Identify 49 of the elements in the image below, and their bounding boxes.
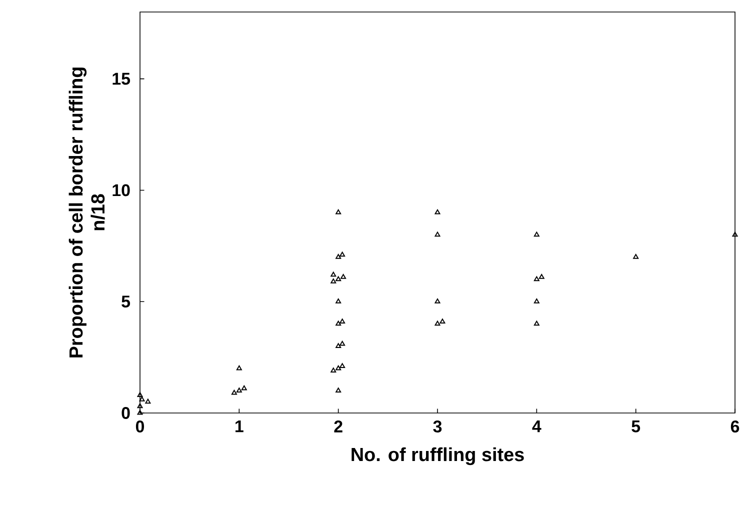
x-tick-label: 6 <box>730 420 740 433</box>
point <box>145 398 151 404</box>
x-tick-label: 5 <box>632 420 640 432</box>
point <box>336 320 342 326</box>
point <box>434 209 440 214</box>
point <box>633 254 639 259</box>
point <box>434 320 440 326</box>
point <box>236 365 242 370</box>
point <box>336 254 342 259</box>
point <box>340 274 346 279</box>
point <box>534 320 540 326</box>
point <box>336 298 342 304</box>
x-tick-label: 1 <box>236 420 244 432</box>
point <box>336 365 342 370</box>
point <box>534 232 540 237</box>
x-tick-label: 0 <box>136 420 144 433</box>
point <box>139 396 145 402</box>
point <box>538 274 544 279</box>
point <box>236 388 242 393</box>
point <box>340 363 346 368</box>
point <box>440 318 446 324</box>
point <box>336 276 342 282</box>
point <box>137 403 143 408</box>
point <box>732 232 738 237</box>
point <box>330 272 336 277</box>
point <box>434 232 440 237</box>
point <box>241 385 247 390</box>
point <box>434 298 440 304</box>
point <box>330 278 336 284</box>
point <box>340 340 346 346</box>
y-tick-label: 0 <box>122 407 130 420</box>
y-tick-label: 15 <box>112 72 130 85</box>
point <box>336 209 342 214</box>
point <box>336 343 342 348</box>
y-axis-title: Proportion of cell border ruffling n/18 <box>68 68 105 358</box>
x-tick-label: 3 <box>433 420 442 433</box>
point <box>137 392 143 397</box>
point <box>340 318 346 324</box>
point <box>330 368 336 372</box>
y-tick-label: 5 <box>122 296 130 308</box>
point <box>340 252 346 257</box>
x-tick-label: 2 <box>334 420 342 432</box>
point <box>231 390 237 395</box>
point <box>534 298 540 304</box>
point <box>336 388 342 393</box>
x-tick-label: 4 <box>532 420 542 432</box>
x-axis-title: No. of ruffling sites <box>352 447 524 466</box>
y-tick-label: 10 <box>112 184 130 196</box>
point <box>534 276 540 282</box>
